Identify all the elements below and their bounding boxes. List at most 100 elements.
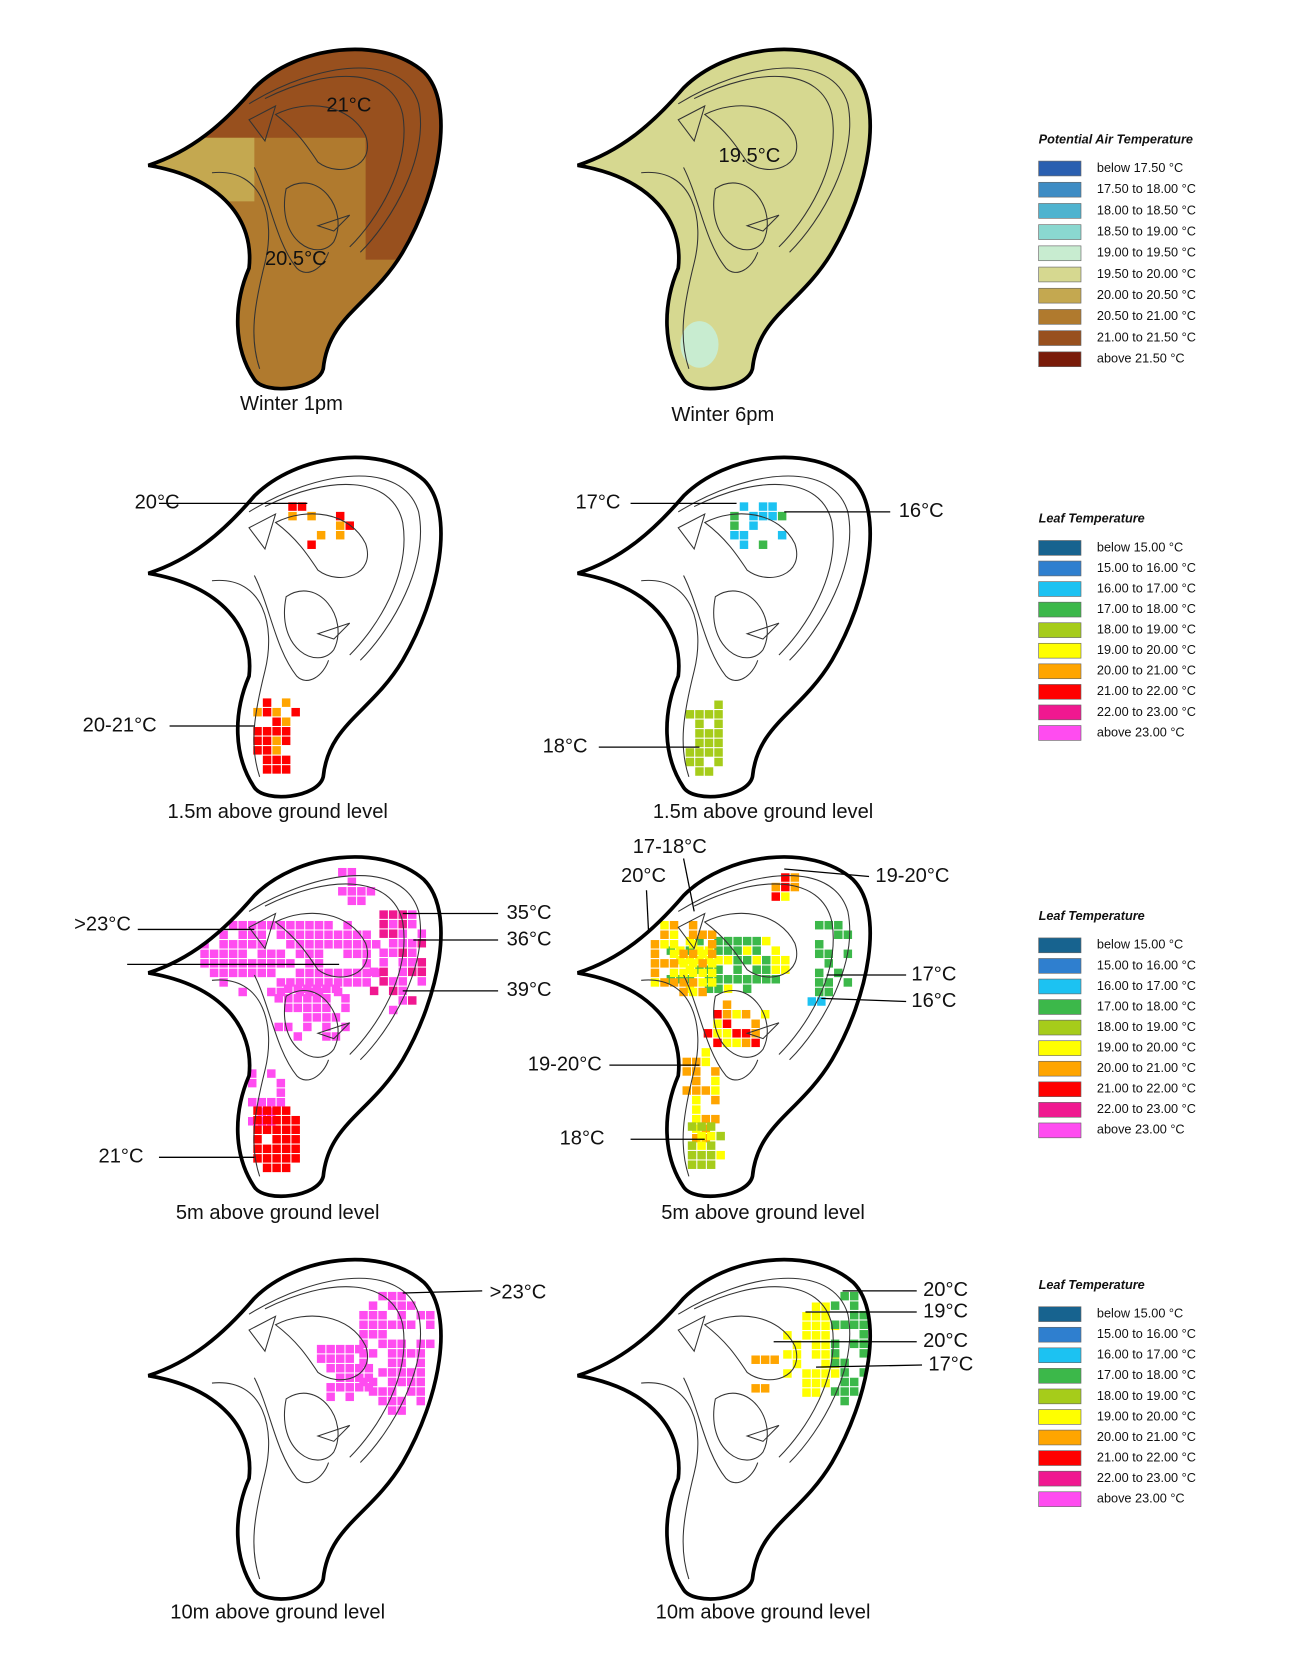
cell xyxy=(209,949,219,959)
annotation: 19-20°C xyxy=(875,865,949,887)
cell xyxy=(378,1330,387,1339)
cell xyxy=(262,727,272,736)
cell xyxy=(314,959,324,968)
cell xyxy=(281,1135,291,1144)
cell xyxy=(824,920,834,930)
legend-label: 22.00 to 23.00 °C xyxy=(1097,1101,1196,1116)
cell xyxy=(387,1339,397,1349)
legend-swatch xyxy=(1038,1347,1082,1364)
cell xyxy=(660,920,669,930)
cell xyxy=(416,1396,425,1406)
legend-label: above 21.50 °C xyxy=(1097,351,1185,366)
site-path xyxy=(264,483,405,656)
annotation: 35°C xyxy=(507,902,552,924)
cell xyxy=(291,1144,300,1154)
cool-zone xyxy=(148,137,255,202)
legend-swatch xyxy=(1038,1388,1082,1405)
cell xyxy=(830,1369,840,1378)
cell xyxy=(305,959,314,968)
cell xyxy=(267,959,276,968)
cell xyxy=(257,930,267,939)
cell xyxy=(378,1387,387,1396)
cell xyxy=(333,978,343,987)
cell xyxy=(238,987,247,997)
caption: 1.5m above ground level xyxy=(653,801,873,823)
temperature-cells xyxy=(680,321,719,368)
site-path xyxy=(248,512,277,551)
cell xyxy=(688,940,698,949)
cell xyxy=(305,968,314,978)
legend-label: 22.00 to 23.00 °C xyxy=(1097,1470,1196,1485)
cell xyxy=(247,1117,257,1126)
cell xyxy=(777,530,787,540)
cell xyxy=(830,1349,840,1358)
cell xyxy=(707,940,717,949)
cell xyxy=(706,1160,716,1169)
cell xyxy=(305,940,314,949)
cell xyxy=(749,511,758,521)
site-path xyxy=(284,990,339,1058)
cell xyxy=(650,968,660,978)
cell xyxy=(307,511,316,521)
cell xyxy=(397,1339,406,1349)
legend-label: 18.50 to 19.00 °C xyxy=(1097,223,1196,238)
cell xyxy=(714,965,723,974)
legend-swatch xyxy=(1038,958,1082,974)
cell xyxy=(408,996,417,1005)
cell xyxy=(314,978,324,987)
cell xyxy=(303,1013,312,1022)
legend-swatch xyxy=(1038,601,1082,618)
legend-label: above 23.00 °C xyxy=(1097,1122,1185,1137)
cell xyxy=(416,1387,425,1396)
site-path xyxy=(693,1286,834,1458)
site-path xyxy=(316,622,351,640)
cell xyxy=(714,936,723,946)
cell xyxy=(711,1095,720,1105)
site-fill xyxy=(148,457,441,797)
cell xyxy=(713,1009,722,1019)
cell xyxy=(824,987,834,997)
cell xyxy=(347,867,357,877)
cell xyxy=(723,936,733,946)
legend-label: 15.00 to 16.00 °C xyxy=(1097,1326,1196,1341)
cell xyxy=(760,1355,770,1364)
cell xyxy=(322,1013,331,1022)
cell xyxy=(387,1377,397,1387)
legend-title: Leaf Temperature xyxy=(1039,1277,1145,1292)
legend-label: 18.00 to 18.50 °C xyxy=(1097,202,1196,217)
cell xyxy=(859,1368,868,1377)
cell xyxy=(714,984,723,994)
cell xyxy=(338,867,347,877)
cell xyxy=(697,1141,706,1150)
cell xyxy=(811,1321,821,1331)
site-path xyxy=(284,182,339,251)
cell xyxy=(357,896,366,906)
site-path xyxy=(264,75,405,248)
leader-line xyxy=(645,890,650,933)
cell xyxy=(295,978,305,987)
cell xyxy=(333,940,343,949)
cell xyxy=(238,968,247,978)
cell xyxy=(378,1396,387,1406)
site-path xyxy=(248,67,421,253)
cell xyxy=(397,1406,406,1415)
legend-label: 18.00 to 19.00 °C xyxy=(1097,1019,1196,1034)
cell xyxy=(752,936,761,946)
cell xyxy=(262,707,272,717)
cell xyxy=(293,994,303,1003)
cell xyxy=(783,1350,792,1359)
site-outline xyxy=(147,455,443,799)
legend-label: 18.00 to 19.00 °C xyxy=(1097,622,1196,637)
cell xyxy=(824,959,834,968)
annotation: 21°C xyxy=(99,1146,144,1168)
cell xyxy=(840,1387,849,1396)
site-path xyxy=(703,912,798,978)
site-path xyxy=(248,912,277,950)
site-path xyxy=(713,182,768,251)
cell xyxy=(359,1358,368,1368)
cell xyxy=(368,1301,378,1310)
cell xyxy=(314,930,324,939)
cell xyxy=(840,1377,849,1387)
cell xyxy=(849,1310,859,1320)
legend-swatch xyxy=(1038,1326,1082,1343)
